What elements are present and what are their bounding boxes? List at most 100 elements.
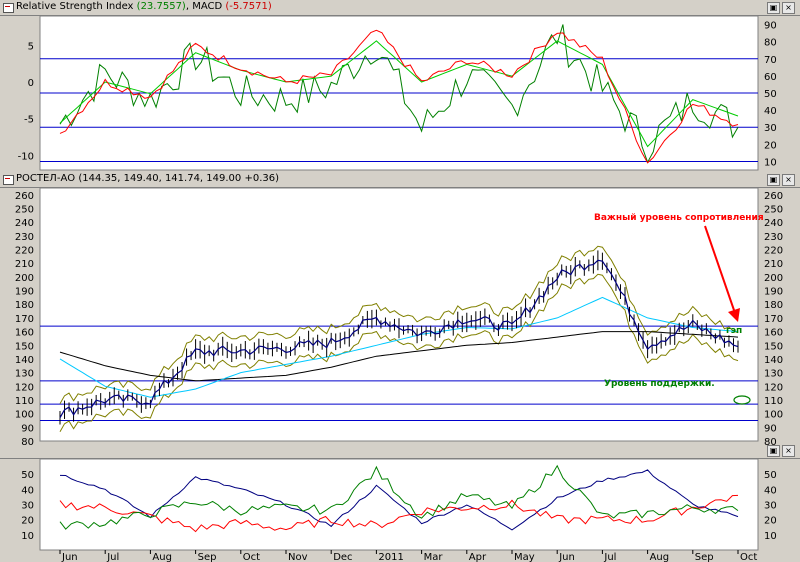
right-tick-label: 230 <box>764 232 783 243</box>
right-tick-label: 100 <box>764 410 783 421</box>
x-tick-label: Jun <box>61 552 78 562</box>
left-tick-label: 10 <box>21 531 34 542</box>
right-tick-label: 30 <box>764 501 777 512</box>
main-panel-header: РОСТЕЛ-АО (144.35, 149.40, 141.74, 149.0… <box>0 172 800 188</box>
left-tick-label: 220 <box>15 246 34 257</box>
right-tick-label: 160 <box>764 328 783 339</box>
gap-annotation: гэп <box>726 326 742 336</box>
right-tick-label: 260 <box>764 191 783 202</box>
left-tick-label: 190 <box>15 287 34 298</box>
left-tick-label: 100 <box>15 410 34 421</box>
resistance-annotation: Важный уровень сопротивления <box>594 213 764 223</box>
resistance-arrowhead <box>728 308 740 322</box>
x-tick-label: Apr <box>469 552 487 562</box>
adx-series <box>59 494 739 533</box>
left-tick-label: 120 <box>15 382 34 393</box>
left-tick-label: 0 <box>28 78 34 89</box>
right-tick-label: 10 <box>764 157 777 168</box>
right-tick-label: 30 <box>764 123 777 134</box>
left-tick-label: 50 <box>21 470 34 481</box>
left-tick-label: 20 <box>21 516 34 527</box>
x-tick-label: Jul <box>106 552 119 562</box>
left-tick-label: 250 <box>15 205 34 216</box>
right-tick-label: 20 <box>764 140 777 151</box>
left-tick-label: -5 <box>24 115 34 126</box>
ma-mid-series <box>59 296 739 398</box>
x-tick-label: 2011 <box>378 552 403 562</box>
chart-icon <box>3 3 14 13</box>
top-panel-header: Relative Strength Index (23.7557), MACD … <box>0 0 800 16</box>
left-tick-label: 240 <box>15 218 34 229</box>
ohlc-values: (144.35, 149.40, 141.74, 149.00 +0.36) <box>78 173 280 184</box>
ticker-label: РОСТЕЛ-АО <box>16 173 76 184</box>
right-tick-label: 250 <box>764 205 783 216</box>
right-tick-label: 150 <box>764 341 783 352</box>
right-tick-label: 190 <box>764 287 783 298</box>
right-tick-label: 110 <box>764 396 783 407</box>
chart-icon <box>3 175 14 185</box>
x-tick-label: Oct <box>243 552 260 562</box>
gap-marker <box>733 395 751 405</box>
right-tick-label: 140 <box>764 355 783 366</box>
right-tick-label: 210 <box>764 259 783 270</box>
right-tick-label: 50 <box>764 470 777 481</box>
x-tick-label: Nov <box>288 552 308 562</box>
right-tick-label: 130 <box>764 369 783 380</box>
left-tick-label: 180 <box>15 300 34 311</box>
main-panel-title: РОСТЕЛ-АО (144.35, 149.40, 141.74, 149.0… <box>16 173 279 184</box>
right-tick-label: 70 <box>764 55 777 66</box>
adx-series <box>59 464 739 530</box>
left-tick-label: 150 <box>15 341 34 352</box>
macd-value: (-5.7571) <box>225 1 272 12</box>
right-tick-label: 10 <box>764 531 777 542</box>
close-button[interactable]: × <box>782 2 795 14</box>
close-button[interactable]: × <box>782 174 795 186</box>
x-tick-label: Mar <box>424 552 444 562</box>
restore-button[interactable]: ▣ <box>767 2 780 14</box>
x-tick-label: Dec <box>333 552 352 562</box>
left-tick-label: 260 <box>15 191 34 202</box>
close-button[interactable]: × <box>782 445 795 457</box>
left-tick-label: 140 <box>15 355 34 366</box>
restore-button[interactable]: ▣ <box>767 445 780 457</box>
rsi-value: (23.7557) <box>136 1 186 12</box>
right-tick-label: 240 <box>764 218 783 229</box>
upper-band <box>59 245 739 404</box>
left-tick-label: 210 <box>15 259 34 270</box>
rsi-series <box>59 24 739 164</box>
right-tick-label: 200 <box>764 273 783 284</box>
x-tick-label: Oct <box>740 552 757 562</box>
left-tick-label: 170 <box>15 314 34 325</box>
right-tick-label: 40 <box>764 106 777 117</box>
left-tick-label: 30 <box>21 501 34 512</box>
restore-button[interactable]: ▣ <box>767 174 780 186</box>
left-tick-label: 160 <box>15 328 34 339</box>
right-tick-label: 80 <box>764 437 777 448</box>
x-tick-label: May <box>514 552 535 562</box>
right-tick-label: 50 <box>764 89 777 100</box>
support-annotation: Уровень поддержки. <box>604 379 715 389</box>
right-tick-label: 90 <box>764 21 777 32</box>
right-tick-label: 40 <box>764 485 777 496</box>
x-tick-label: Sep <box>695 552 714 562</box>
right-tick-label: 20 <box>764 516 777 527</box>
x-tick-label: Jul <box>603 552 616 562</box>
left-tick-label: 5 <box>28 41 34 52</box>
left-tick-label: 80 <box>21 437 34 448</box>
right-tick-label: 120 <box>764 382 783 393</box>
left-tick-label: -10 <box>18 151 34 162</box>
macd-label: MACD <box>192 1 223 12</box>
left-tick-label: 90 <box>21 423 34 434</box>
top-panel-title: Relative Strength Index (23.7557), MACD … <box>16 1 272 12</box>
left-tick-label: 130 <box>15 369 34 380</box>
adx-series <box>59 469 739 531</box>
macd-series <box>59 29 739 164</box>
lower-band <box>59 273 739 432</box>
right-tick-label: 60 <box>764 72 777 83</box>
left-tick-label: 110 <box>15 396 34 407</box>
x-tick-label: Jun <box>558 552 575 562</box>
resistance-arrow <box>704 225 737 317</box>
right-tick-label: 170 <box>764 314 783 325</box>
